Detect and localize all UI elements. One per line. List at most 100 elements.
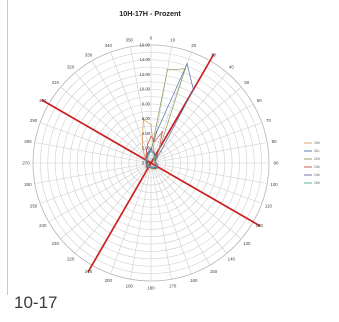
angle-label: 340 xyxy=(105,43,113,48)
grid-spoke xyxy=(110,162,152,274)
grid-spoke xyxy=(150,122,262,164)
reference-line xyxy=(87,162,152,273)
data-point xyxy=(166,69,168,71)
data-point xyxy=(154,155,156,157)
data-point xyxy=(145,159,147,161)
data-point xyxy=(161,131,163,133)
legend-entry: 12h xyxy=(314,157,320,161)
angle-label: 250 xyxy=(30,203,38,208)
data-point xyxy=(192,88,195,91)
data-point xyxy=(159,147,161,149)
data-point xyxy=(158,148,160,150)
grid-spoke xyxy=(48,162,152,223)
data-point xyxy=(150,151,152,153)
data-point xyxy=(154,159,156,161)
angle-label: 280 xyxy=(24,139,32,144)
data-point xyxy=(145,161,147,163)
angle-label: 200 xyxy=(105,278,113,283)
angle-label: 140 xyxy=(228,256,236,261)
data-point xyxy=(155,165,157,167)
angle-label: 60 xyxy=(257,98,262,103)
angle-label: 110 xyxy=(265,203,273,208)
angle-label: 240 xyxy=(39,223,47,228)
grid-spoke xyxy=(150,103,254,164)
data-point xyxy=(146,157,148,160)
radial-tick-label: 16.00 xyxy=(140,42,151,47)
data-point xyxy=(147,156,149,158)
angle-label: 40 xyxy=(229,65,234,70)
data-point xyxy=(154,156,156,158)
data-point xyxy=(147,165,149,167)
data-point xyxy=(152,167,154,170)
angle-label: 190 xyxy=(126,284,134,289)
data-point xyxy=(156,166,158,168)
radial-tick-label: 0.00 xyxy=(142,160,151,165)
grid-spoke xyxy=(34,142,152,164)
data-point xyxy=(156,157,158,159)
legend-entry: 15h xyxy=(314,181,320,185)
legend-entry: 13h xyxy=(314,165,320,169)
data-point xyxy=(147,154,149,156)
data-point xyxy=(154,160,156,162)
reference-line xyxy=(41,99,152,164)
grid-spoke xyxy=(150,162,228,254)
data-point xyxy=(150,166,152,169)
data-point xyxy=(146,163,149,165)
data-point xyxy=(156,155,158,157)
data-point xyxy=(148,166,150,168)
angle-label: 100 xyxy=(270,182,278,187)
angle-label: 330 xyxy=(85,52,93,57)
data-point xyxy=(146,163,148,166)
angle-label: 90 xyxy=(274,161,279,166)
grid-spoke xyxy=(40,122,152,164)
radar-chart: 10H-17H - Prozent 0 10 20 30 40 50 60 70 80 90 100… xyxy=(22,9,320,290)
data-point xyxy=(147,143,149,145)
data-point xyxy=(148,152,150,155)
grid-spoke xyxy=(110,52,152,164)
data-point xyxy=(146,160,148,162)
data-point xyxy=(147,154,149,156)
data-point xyxy=(145,164,148,167)
data-point xyxy=(152,147,155,150)
data-point xyxy=(149,166,151,168)
angle-label: 0 xyxy=(150,36,153,41)
data-point xyxy=(155,163,157,165)
data-point xyxy=(150,149,152,151)
data-point xyxy=(153,157,155,159)
data-point xyxy=(150,167,152,169)
radial-tick-label: 6.00 xyxy=(142,116,151,121)
radial-tick-label: 2.00 xyxy=(142,146,151,151)
left-divider xyxy=(7,0,8,295)
radial-tick-label: 10.00 xyxy=(140,87,151,92)
series-layer xyxy=(141,62,195,170)
data-point xyxy=(151,166,153,168)
data-point xyxy=(150,147,152,149)
grid-spoke xyxy=(150,46,172,164)
angle-label: 230 xyxy=(52,241,60,246)
grid-spoke xyxy=(74,72,152,164)
data-point xyxy=(156,164,158,166)
radial-tick-label: 8.00 xyxy=(142,101,151,106)
data-point xyxy=(154,161,156,163)
grid-spoke xyxy=(150,72,228,164)
chart-title: 10H-17H - Prozent xyxy=(119,9,181,18)
angle-label: 260 xyxy=(24,182,32,187)
grid-spoke xyxy=(60,162,152,240)
angle-label: 120 xyxy=(256,223,264,228)
data-point xyxy=(145,149,148,152)
angle-label: 130 xyxy=(243,241,251,246)
data-point xyxy=(146,163,148,165)
reference-line xyxy=(150,53,215,164)
data-point xyxy=(152,166,155,169)
data-point xyxy=(151,166,154,168)
angle-label: 350 xyxy=(126,37,134,42)
angle-label: 170 xyxy=(169,284,177,289)
data-point xyxy=(145,162,148,164)
data-point xyxy=(148,166,151,168)
reference-line xyxy=(150,162,261,227)
angle-label: 20 xyxy=(191,43,196,48)
angle-label: 160 xyxy=(190,278,198,283)
angle-label: 290 xyxy=(30,118,38,123)
data-point xyxy=(142,118,144,121)
grid-spoke xyxy=(150,162,268,184)
